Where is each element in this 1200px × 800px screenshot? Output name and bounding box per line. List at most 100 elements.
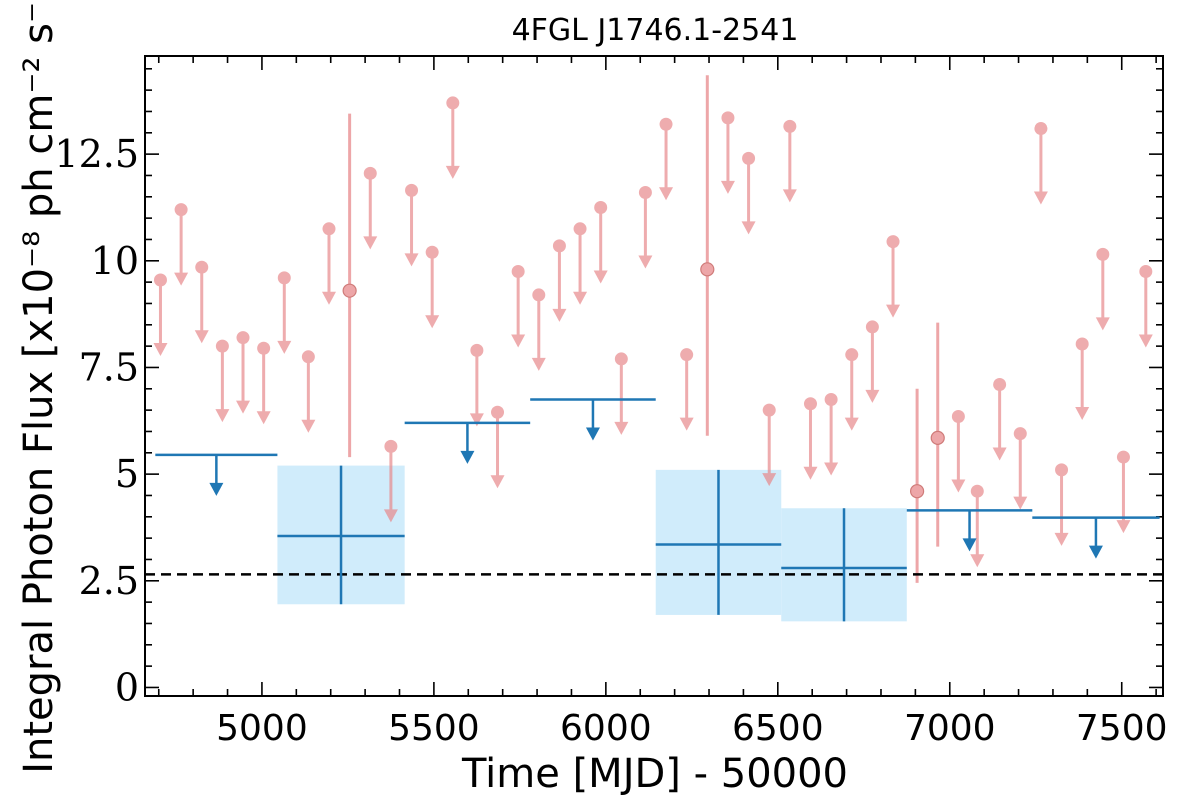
monthly-upper-limit-arrowhead (573, 291, 588, 305)
monthly-upper-limit-marker (405, 183, 419, 197)
monthly-upper-limit-marker (1055, 463, 1069, 477)
y-tick-label: 2.5 (79, 559, 139, 603)
monthly-upper-limit (865, 320, 880, 403)
monthly-upper-limit-marker (594, 200, 608, 214)
monthly-upper-limit-arrowhead (321, 291, 336, 305)
monthly-upper-limit-marker (783, 119, 797, 133)
monthly-upper-limit (153, 273, 168, 356)
monthly-upper-limit (215, 339, 230, 423)
monthly-upper-limit-marker (573, 222, 587, 236)
x-tick-label: 5000 (216, 708, 308, 749)
monthly-upper-limit (236, 331, 251, 414)
monthly-upper-limit-arrowhead (593, 270, 608, 284)
monthly-upper-limit-arrowhead (803, 466, 818, 480)
monthly-upper-limit-marker (301, 350, 315, 364)
monthly-upper-limit-arrowhead (1033, 191, 1048, 205)
x-tick-label: 5500 (388, 708, 480, 749)
monthly-upper-limit-marker (824, 392, 838, 406)
monthly-upper-limit-arrowhead (782, 189, 797, 203)
monthly-upper-limit (803, 397, 818, 480)
monthly-upper-limit-marker (215, 339, 229, 353)
monthly-upper-limit-marker (614, 352, 628, 366)
monthly-upper-limit-arrowhead (762, 473, 777, 487)
monthly-upper-limit-marker (257, 341, 271, 355)
monthly-upper-limit (552, 239, 567, 322)
monthly-upper-limit-marker (363, 166, 377, 180)
monthly-upper-limit-arrowhead (865, 389, 880, 403)
monthly-upper-limit-arrowhead (824, 462, 839, 476)
monthly-upper-limit (1013, 427, 1028, 510)
monthly-upper-limit-marker (446, 96, 460, 110)
monthly-upper-limit-marker (236, 331, 250, 345)
yearly-upper-limit-arrowhead (1088, 545, 1103, 559)
monthly-upper-limit-marker (1139, 264, 1153, 278)
monthly-upper-limit (1075, 337, 1090, 420)
monthly-upper-limit-arrowhead (1075, 407, 1090, 420)
monthly-upper-limit-marker (803, 397, 817, 411)
monthly-upper-limit-marker (174, 203, 188, 217)
monthly-upper-limit-marker (659, 117, 673, 131)
monthly-upper-limit-marker (1116, 450, 1130, 464)
monthly-upper-limit-arrowhead (992, 447, 1007, 461)
monthly-upper-limit-marker (384, 439, 398, 453)
monthly-upper-limit-arrowhead (236, 400, 251, 414)
monthly-upper-limit-arrowhead (886, 304, 901, 318)
monthly-upper-limit (174, 203, 189, 286)
monthly-upper-limit (445, 96, 460, 179)
monthly-upper-limit (1033, 122, 1048, 205)
monthly-upper-limit-marker (532, 288, 546, 302)
monthly-upper-limit-arrowhead (1054, 532, 1069, 546)
y-tick-label: 0 (115, 665, 139, 709)
y-tick-label: 10 (91, 239, 139, 283)
monthly-detection (700, 75, 715, 436)
monthly-upper-limit-arrowhead (951, 479, 966, 493)
monthly-upper-limit-marker (470, 343, 484, 357)
plot-frame (144, 55, 1164, 697)
monthly-upper-limit-arrowhead (277, 340, 292, 354)
yearly-upper-limit-arrowhead (460, 450, 475, 464)
monthly-detection-marker (930, 430, 945, 445)
monthly-upper-limit-marker (845, 348, 859, 362)
monthly-upper-limit-marker (993, 378, 1007, 392)
monthly-upper-limit-marker (491, 405, 505, 419)
monthly-upper-limit-marker (1075, 337, 1089, 351)
monthly-upper-limit-marker (970, 484, 984, 498)
monthly-upper-limit-marker (425, 245, 439, 259)
monthly-upper-limit (1054, 463, 1069, 546)
yearly-upper-limit-arrowhead (962, 538, 977, 552)
monthly-upper-limit-marker (1096, 247, 1110, 261)
monthly-upper-limit-marker (277, 271, 291, 285)
monthly-upper-limit-arrowhead (404, 253, 419, 267)
x-tick-label: 6000 (560, 708, 652, 749)
monthly-upper-limit-arrowhead (720, 180, 735, 194)
yearly-upper-limit-arrowhead (585, 427, 600, 441)
x-tick-label: 7000 (904, 708, 996, 749)
monthly-upper-limit-arrowhead (1013, 496, 1028, 510)
monthly-upper-limit (638, 186, 653, 269)
monthly-upper-limit-marker (865, 320, 879, 334)
monthly-upper-limit-arrowhead (153, 343, 168, 356)
y-axis-label: Integral Photon Flux [x10⁻⁸ ph cm⁻² s⁻¹] (16, 0, 62, 774)
monthly-upper-limit (614, 352, 629, 435)
monthly-upper-limit-marker (886, 235, 900, 249)
data-layer (145, 75, 1163, 622)
monthly-upper-limit-arrowhead (383, 509, 398, 523)
monthly-upper-limit (383, 439, 398, 523)
monthly-upper-limit (490, 405, 505, 489)
monthly-upper-limit (573, 222, 588, 305)
monthly-upper-limit (511, 264, 526, 348)
chart-title: 4FGL J1746.1-2541 (512, 13, 799, 48)
monthly-upper-limit (824, 392, 839, 476)
monthly-upper-limit-arrowhead (531, 357, 546, 371)
monthly-upper-limit-arrowhead (659, 187, 674, 201)
y-tick-label: 7.5 (79, 345, 139, 389)
monthly-upper-limit-marker (742, 151, 756, 165)
monthly-upper-limit (886, 235, 901, 318)
monthly-upper-limit-arrowhead (174, 272, 189, 286)
x-axis-label: Time [MJD] - 50000 (461, 751, 848, 797)
monthly-upper-limit-arrowhead (194, 330, 209, 344)
monthly-upper-limit (469, 343, 484, 427)
x-tick-label: 6500 (732, 708, 824, 749)
monthly-upper-limit (256, 341, 271, 425)
